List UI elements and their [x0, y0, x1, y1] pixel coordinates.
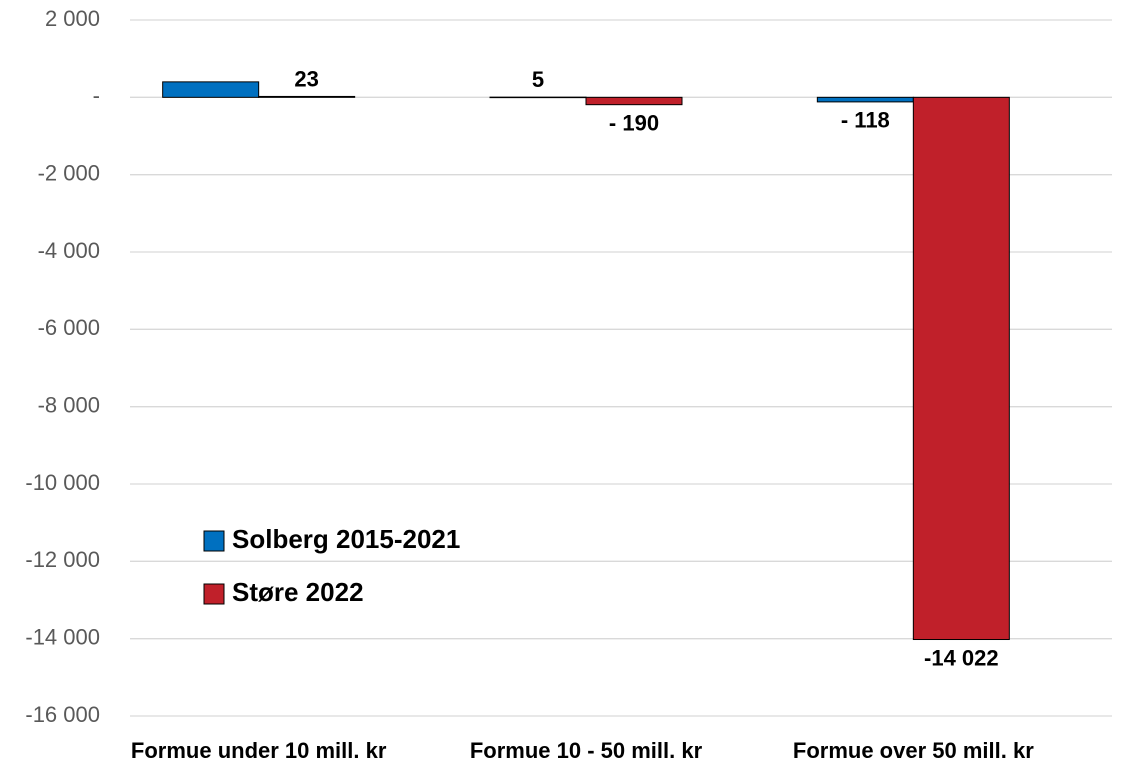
y-tick-label: -6 000 — [38, 315, 100, 340]
y-tick-label: -10 000 — [25, 470, 100, 495]
y-tick-label: -14 000 — [25, 624, 100, 649]
bar — [912, 96, 1010, 641]
y-tick-label: -8 000 — [38, 392, 100, 417]
legend-swatch — [203, 530, 225, 552]
y-tick-label: -16 000 — [25, 702, 100, 727]
x-tick-label: Formue under 10 mill. kr — [131, 738, 387, 763]
bar — [585, 96, 683, 106]
data-label: - 190 — [609, 110, 659, 135]
legend-label: Støre 2022 — [232, 577, 364, 607]
data-label: -14 022 — [924, 645, 999, 670]
y-tick-label: 2 000 — [45, 6, 100, 31]
data-label: 5 — [532, 67, 544, 92]
y-tick-label: -4 000 — [38, 238, 100, 263]
legend-label: Solberg 2015-2021 — [232, 524, 460, 554]
bar — [162, 81, 260, 98]
y-tick-label: - — [93, 83, 100, 108]
bar — [258, 95, 356, 98]
data-label: 23 — [294, 66, 318, 91]
x-tick-label: Formue over 50 mill. kr — [793, 738, 1034, 763]
data-label: - 118 — [841, 108, 890, 133]
y-tick-label: -12 000 — [25, 547, 100, 572]
y-tick-label: -2 000 — [38, 160, 100, 185]
bar — [489, 96, 587, 99]
legend-swatch — [203, 583, 225, 605]
bar — [816, 96, 914, 103]
x-tick-label: Formue 10 - 50 mill. kr — [470, 738, 703, 763]
